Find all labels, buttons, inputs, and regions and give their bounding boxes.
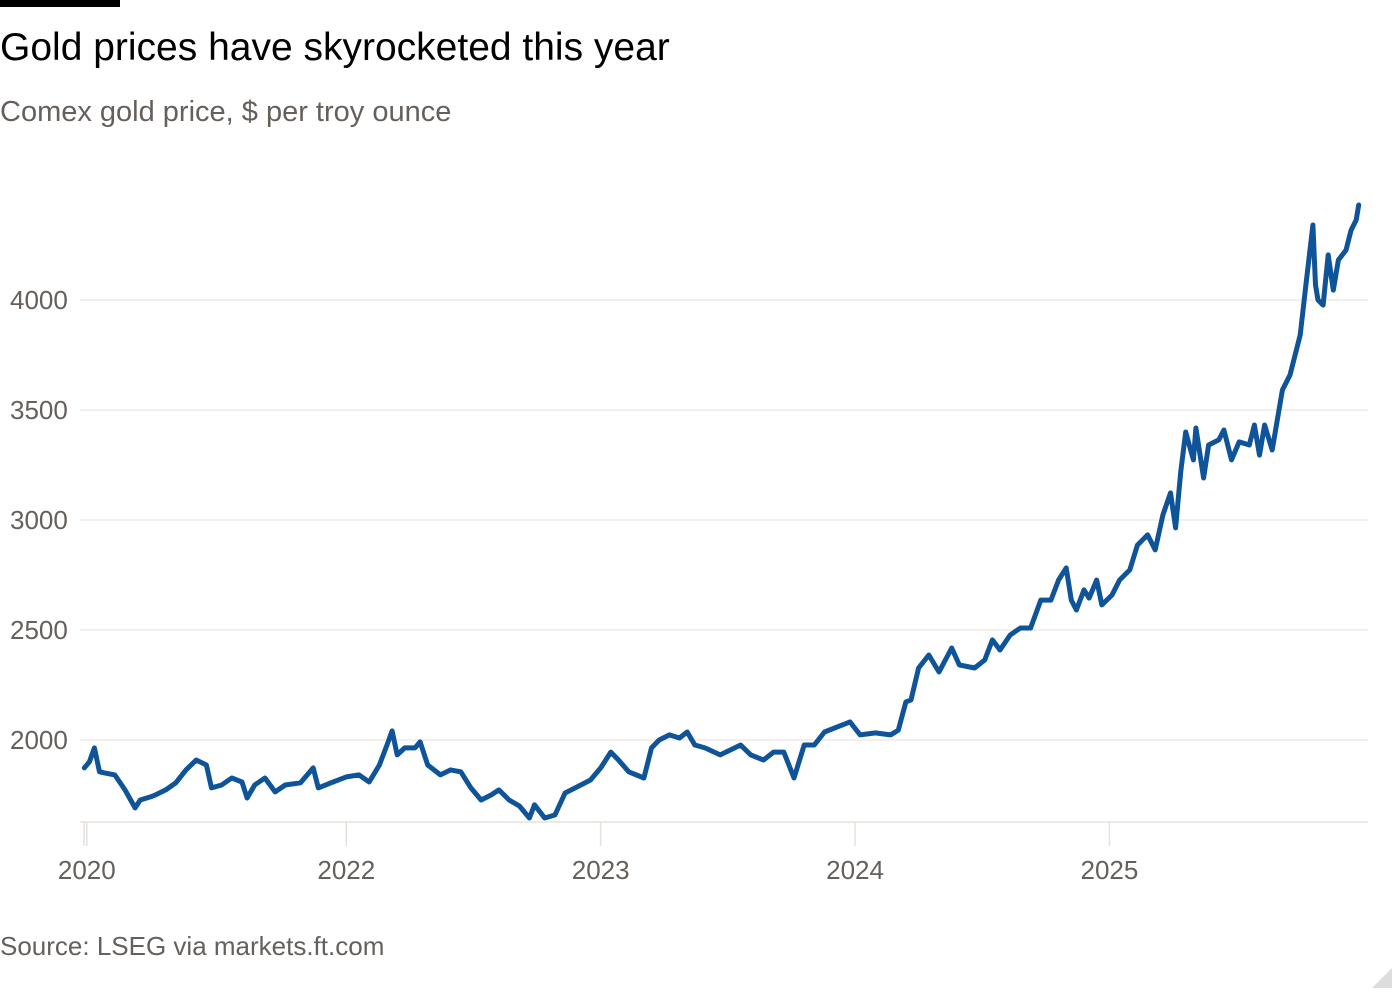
- x-tick-label: 2022: [317, 855, 375, 885]
- chart-title: Gold prices have skyrocketed this year: [0, 26, 670, 69]
- chart-source: Source: LSEG via markets.ft.com: [0, 931, 385, 961]
- x-tick-label: 2023: [572, 855, 630, 885]
- x-tick-label: 2025: [1081, 855, 1139, 885]
- brand-bar: [0, 0, 120, 7]
- y-tick-label: 2000: [10, 725, 68, 755]
- y-tick-label: 3000: [10, 505, 68, 535]
- y-tick-label: 4000: [10, 285, 68, 315]
- chart-subtitle: Comex gold price, $ per troy ounce: [0, 96, 452, 128]
- y-tick-label: 3500: [10, 395, 68, 425]
- resize-corner-icon: [1372, 968, 1392, 988]
- series-line-gold-price: [81, 202, 1362, 821]
- y-tick-label: 2500: [10, 615, 68, 645]
- x-tick-label: 2024: [826, 855, 884, 885]
- x-tick-label: 2020: [58, 855, 116, 885]
